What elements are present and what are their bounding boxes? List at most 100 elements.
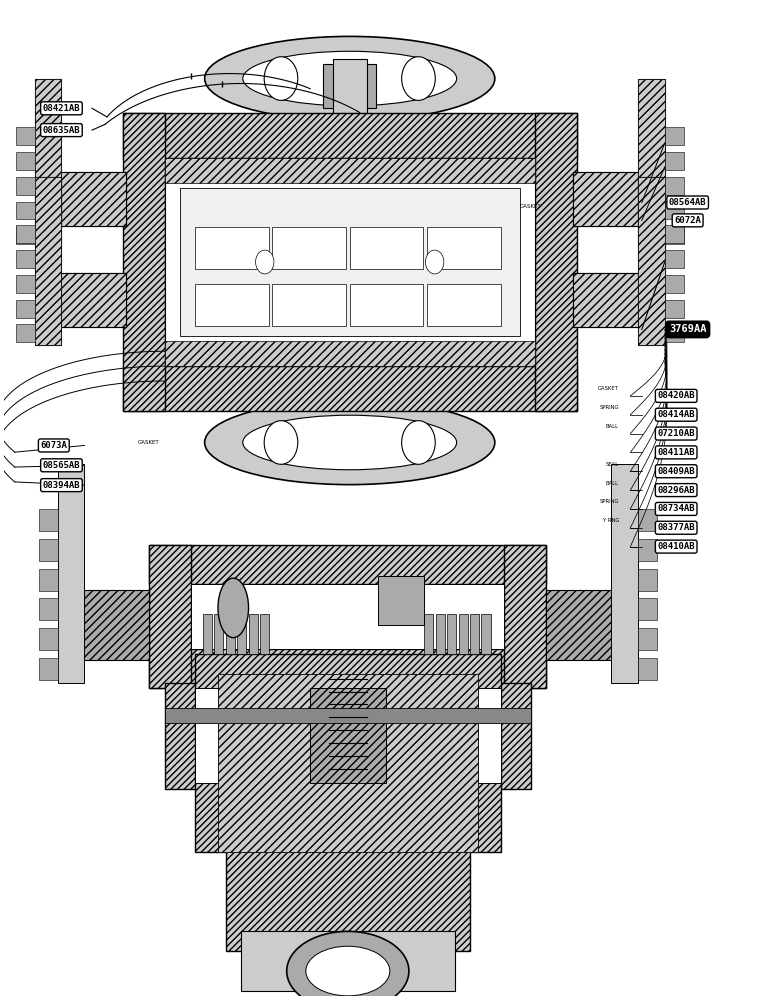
Bar	[665, 225, 684, 243]
Bar	[39, 569, 58, 591]
Bar	[191, 584, 504, 649]
Bar	[638, 177, 665, 345]
Ellipse shape	[243, 415, 457, 470]
Circle shape	[264, 421, 298, 464]
Bar	[447, 614, 456, 654]
Bar	[15, 127, 35, 145]
Bar	[195, 284, 269, 326]
Text: 6072A: 6072A	[674, 216, 701, 225]
Bar	[573, 273, 642, 327]
Bar	[273, 227, 346, 269]
Bar	[378, 576, 424, 625]
Bar	[123, 113, 164, 411]
Bar	[237, 614, 246, 654]
Bar	[333, 59, 367, 113]
Bar	[573, 273, 642, 327]
Text: BALL: BALL	[606, 481, 619, 486]
Bar	[15, 202, 35, 219]
Bar	[665, 250, 684, 268]
Bar	[323, 64, 377, 108]
Bar	[15, 275, 35, 293]
Bar	[638, 569, 657, 591]
Bar	[15, 177, 35, 195]
Text: Y RNG: Y RNG	[602, 518, 619, 523]
Ellipse shape	[243, 51, 457, 106]
Bar	[459, 614, 468, 654]
Bar	[15, 250, 35, 268]
Bar	[15, 152, 35, 170]
Bar	[195, 654, 500, 852]
Bar	[58, 273, 127, 327]
Bar	[35, 177, 62, 345]
Bar	[149, 545, 547, 584]
Circle shape	[264, 57, 298, 100]
Text: SPRING: SPRING	[599, 405, 619, 410]
Bar	[273, 284, 346, 326]
Bar	[164, 158, 535, 183]
Bar	[164, 683, 531, 789]
Text: SEAL: SEAL	[606, 462, 619, 467]
Text: 6073A: 6073A	[40, 441, 67, 450]
Text: SPRING: SPRING	[599, 499, 619, 504]
Text: 07210AB: 07210AB	[658, 429, 695, 438]
Text: 08409AB: 08409AB	[658, 467, 695, 476]
Bar	[665, 300, 684, 318]
Bar	[39, 658, 58, 680]
Bar	[35, 79, 62, 247]
Circle shape	[425, 250, 444, 274]
Bar	[535, 113, 577, 411]
Bar	[573, 172, 642, 226]
Bar	[638, 628, 657, 650]
Ellipse shape	[205, 36, 495, 121]
Text: 08410AB: 08410AB	[658, 542, 695, 551]
Bar	[427, 284, 500, 326]
Bar	[350, 227, 423, 269]
Bar	[218, 674, 478, 852]
Text: 08414AB: 08414AB	[658, 410, 695, 419]
Text: 08635AB: 08635AB	[42, 126, 80, 135]
Text: GASKET: GASKET	[598, 386, 619, 391]
Ellipse shape	[286, 931, 409, 1000]
Bar	[35, 79, 62, 247]
Bar	[225, 614, 235, 654]
Bar	[665, 177, 684, 195]
Bar	[149, 649, 547, 688]
Text: GASKET: GASKET	[138, 440, 160, 445]
Bar	[195, 688, 500, 783]
Bar	[241, 931, 455, 991]
Bar	[225, 832, 470, 951]
Bar	[218, 674, 478, 852]
Bar	[665, 127, 684, 145]
Ellipse shape	[218, 578, 249, 638]
Bar	[15, 225, 35, 243]
Bar	[39, 539, 58, 561]
Ellipse shape	[306, 946, 390, 996]
Bar	[638, 79, 665, 247]
Bar	[58, 464, 84, 683]
Bar	[180, 188, 520, 336]
Text: 08377AB: 08377AB	[658, 523, 695, 532]
Bar	[638, 658, 657, 680]
Bar	[164, 158, 535, 366]
Bar	[611, 464, 638, 683]
Bar	[665, 226, 684, 244]
Bar	[58, 172, 127, 226]
Bar	[149, 545, 191, 688]
Bar	[39, 628, 58, 650]
Bar	[164, 341, 535, 366]
Bar	[39, 509, 58, 531]
Bar	[39, 598, 58, 620]
Bar	[15, 324, 35, 342]
Text: GASKET: GASKET	[520, 204, 541, 209]
Bar	[249, 614, 258, 654]
Bar	[638, 79, 665, 247]
Bar	[15, 300, 35, 318]
Bar	[638, 509, 657, 531]
Bar	[424, 614, 433, 654]
Circle shape	[256, 250, 274, 274]
Bar	[350, 284, 423, 326]
Bar	[638, 539, 657, 561]
Bar	[573, 172, 642, 226]
Bar	[665, 202, 684, 219]
Bar	[310, 688, 386, 783]
